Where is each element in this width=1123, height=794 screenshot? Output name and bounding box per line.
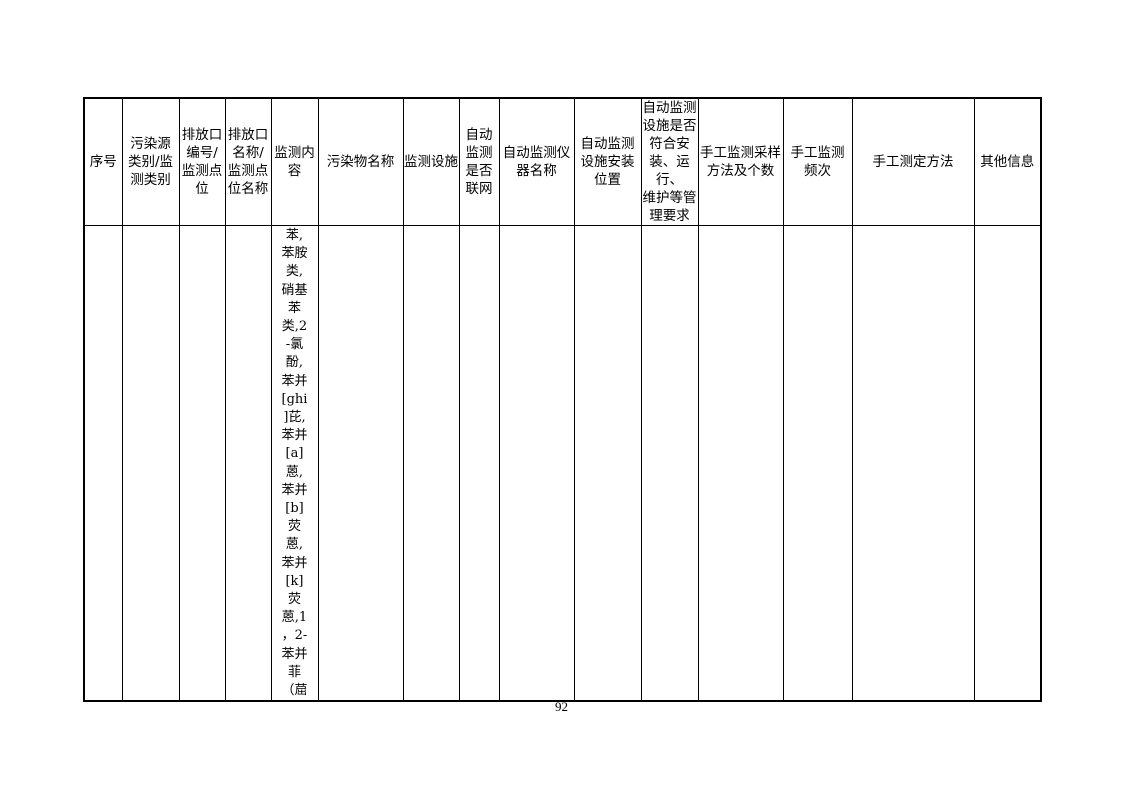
header-row: 序号 污染源 类别/监 测类别 排放口 编号/ 监测点 位 排放口 名称/ 监测… [83, 97, 1042, 226]
header-source-category: 污染源 类别/监 测类别 [121, 97, 180, 226]
header-auto-instrument-name: 自动监测仪 器名称 [498, 97, 575, 226]
header-serial-no: 序号 [83, 97, 123, 226]
header-monitoring-content: 监测内 容 [270, 97, 319, 226]
cell-manual-method [851, 225, 975, 702]
header-outlet-name: 排放口 名称/ 监测点 位名称 [224, 97, 272, 226]
header-manual-sampling-method: 手工监测采样 方法及个数 [697, 97, 784, 226]
table-row: 苯, 苯胺 类, 硝基 苯 类,2 -氯 酚, 苯并 [ghi ]芘, 苯并 [… [83, 225, 1042, 702]
header-manual-frequency: 手工监测 频次 [782, 97, 853, 226]
cell-outlet-id [178, 225, 226, 702]
cell-monitoring-content: 苯, 苯胺 类, 硝基 苯 类,2 -氯 酚, 苯并 [ghi ]芘, 苯并 [… [270, 225, 319, 702]
header-manual-method: 手工测定方法 [851, 97, 975, 226]
monitoring-table: 序号 污染源 类别/监 测类别 排放口 编号/ 监测点 位 排放口 名称/ 监测… [83, 97, 1042, 703]
header-outlet-id: 排放口 编号/ 监测点 位 [178, 97, 226, 226]
header-auto-compliance: 自动监测 设施是否 符合安 装、运行、 维护等管 理要求 [640, 97, 699, 226]
cell-auto-install-location [573, 225, 642, 702]
header-other-info: 其他信息 [973, 97, 1042, 226]
cell-manual-sampling-method [697, 225, 784, 702]
header-monitoring-facility: 监测设施 [402, 97, 460, 226]
cell-other-info [973, 225, 1042, 702]
cell-source-category [121, 225, 180, 702]
header-auto-networked: 自动 监测 是否 联网 [458, 97, 500, 226]
cell-auto-networked [458, 225, 500, 702]
cell-serial-no [83, 225, 123, 702]
cell-outlet-name [224, 225, 272, 702]
cell-auto-instrument-name [498, 225, 575, 702]
cell-monitoring-facility [402, 225, 460, 702]
page-number: 92 [555, 699, 568, 714]
header-pollutant-name: 污染物名称 [317, 97, 404, 226]
cell-manual-frequency [782, 225, 853, 702]
cell-auto-compliance [640, 225, 699, 702]
header-auto-install-location: 自动监测 设施安装 位置 [573, 97, 642, 226]
cell-pollutant-name [317, 225, 404, 702]
